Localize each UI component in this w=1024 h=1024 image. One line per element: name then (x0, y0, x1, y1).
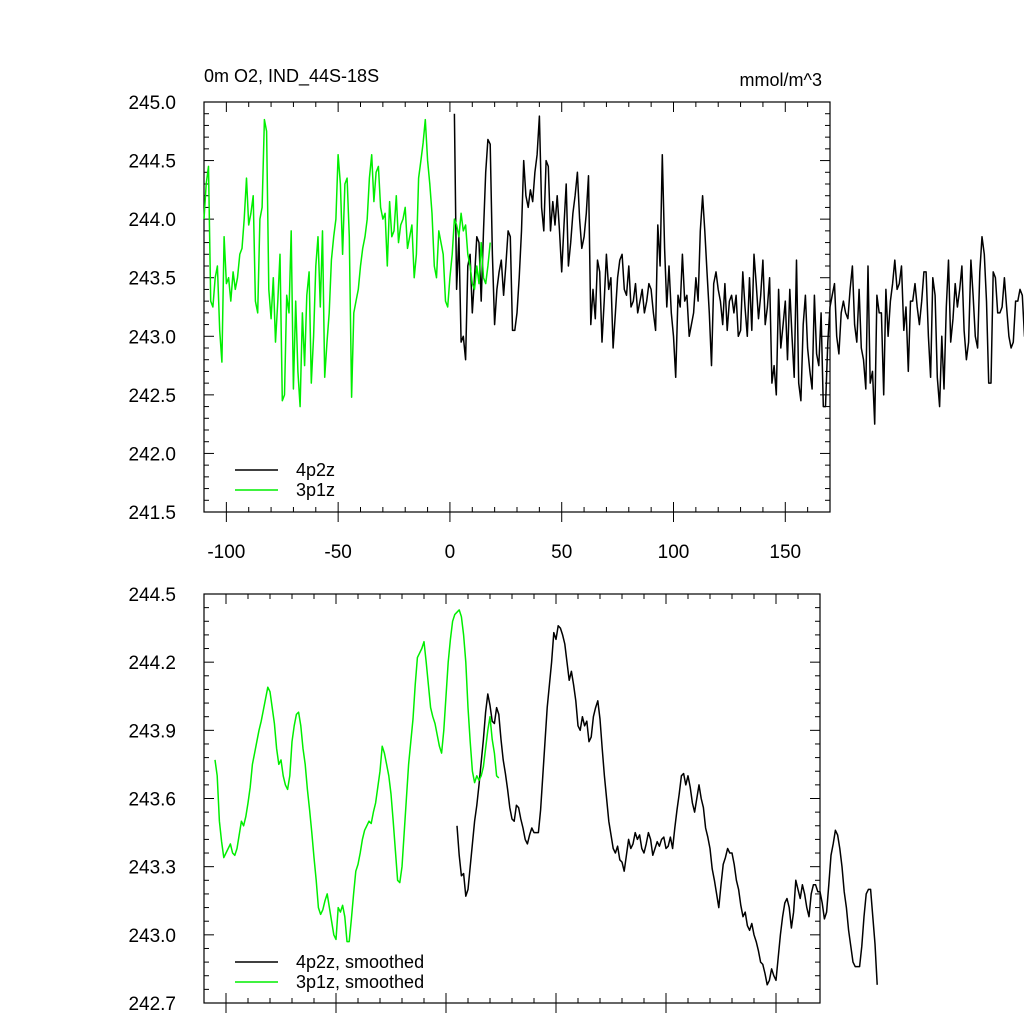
y-tick-label: 245.0 (128, 93, 176, 114)
x-tick-label: 100 (658, 542, 690, 563)
y-tick-label: 243.5 (128, 269, 176, 290)
y-tick-label: 244.5 (128, 152, 176, 173)
y-tick-label: 242.0 (128, 444, 176, 465)
series-line-3p1z (203, 118, 491, 408)
x-tick-label: 150 (769, 542, 801, 563)
series-line-4p2z (453, 113, 1024, 425)
y-tick-label: 244.0 (128, 210, 176, 231)
y-tick-label: 242.7 (128, 994, 176, 1015)
x-tick-label: 0 (445, 542, 456, 563)
y-tick-label: 243.3 (128, 858, 176, 879)
chart-units-label: mmol/m^3 (739, 70, 822, 90)
legend-label: 4p2z, smoothed (296, 952, 424, 972)
x-tick-label: -100 (207, 542, 245, 563)
y-tick-label: 241.5 (128, 503, 176, 524)
legend-label: 3p1z (296, 480, 335, 500)
x-tick-label: -50 (324, 542, 351, 563)
y-tick-label: 243.0 (128, 327, 176, 348)
legend-label: 3p1z, smoothed (296, 972, 424, 992)
top-chart-panel: 245.0 244.5 244.0 243.5 243.0 242.5 242.0 241.5… (128, 93, 1024, 563)
plot-frame (203, 593, 821, 1004)
y-tick-label: 244.2 (128, 653, 176, 674)
series-line-4p2z-smoothed (456, 625, 878, 986)
series-line-3p1z-smoothed (214, 609, 500, 943)
y-tick-label: 242.5 (128, 386, 176, 407)
y-tick-label: 243.0 (128, 926, 176, 947)
legend-label: 4p2z (296, 460, 335, 480)
x-tick-label: 50 (551, 542, 572, 563)
y-tick-label: 243.6 (128, 790, 176, 811)
chart-title-left: 0m O2, IND_44S-18S (204, 66, 380, 86)
y-tick-label: 243.9 (128, 721, 176, 742)
y-tick-label: 244.5 (128, 585, 176, 606)
bottom-chart-panel: 244.5 244.2 243.9 243.6 243.3 243.0 242.7 4p2z,… (128, 585, 878, 1015)
